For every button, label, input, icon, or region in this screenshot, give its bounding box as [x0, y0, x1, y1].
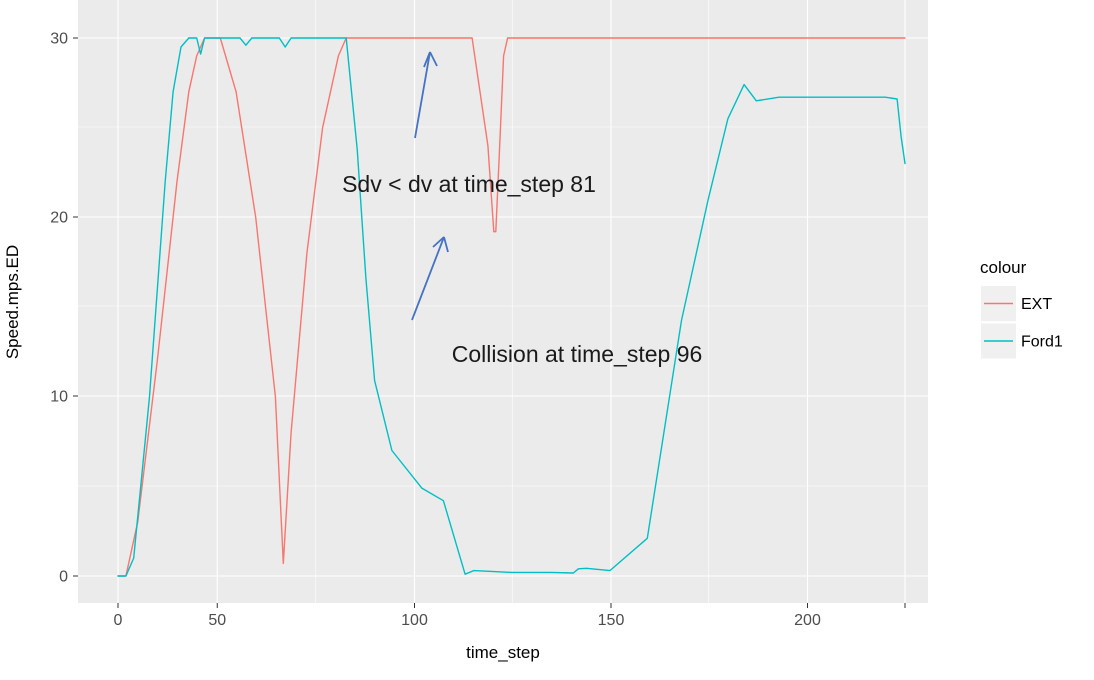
svg-text:0: 0 [114, 612, 123, 629]
svg-text:colour: colour [980, 258, 1027, 277]
svg-text:100: 100 [401, 612, 428, 629]
svg-text:Sdv < dv at time_step 81: Sdv < dv at time_step 81 [342, 171, 596, 197]
svg-text:Speed.mps.ED: Speed.mps.ED [3, 245, 22, 359]
svg-text:200: 200 [794, 612, 821, 629]
svg-text:EXT: EXT [1021, 296, 1052, 313]
svg-text:20: 20 [50, 210, 68, 227]
svg-text:50: 50 [208, 612, 226, 629]
svg-text:30: 30 [50, 31, 68, 48]
svg-text:time_step: time_step [466, 643, 540, 662]
svg-text:150: 150 [598, 612, 625, 629]
svg-text:Ford1: Ford1 [1021, 334, 1063, 351]
svg-text:Collision at time_step 96: Collision at time_step 96 [452, 341, 703, 367]
svg-text:0: 0 [59, 569, 68, 586]
svg-text:10: 10 [50, 389, 68, 406]
